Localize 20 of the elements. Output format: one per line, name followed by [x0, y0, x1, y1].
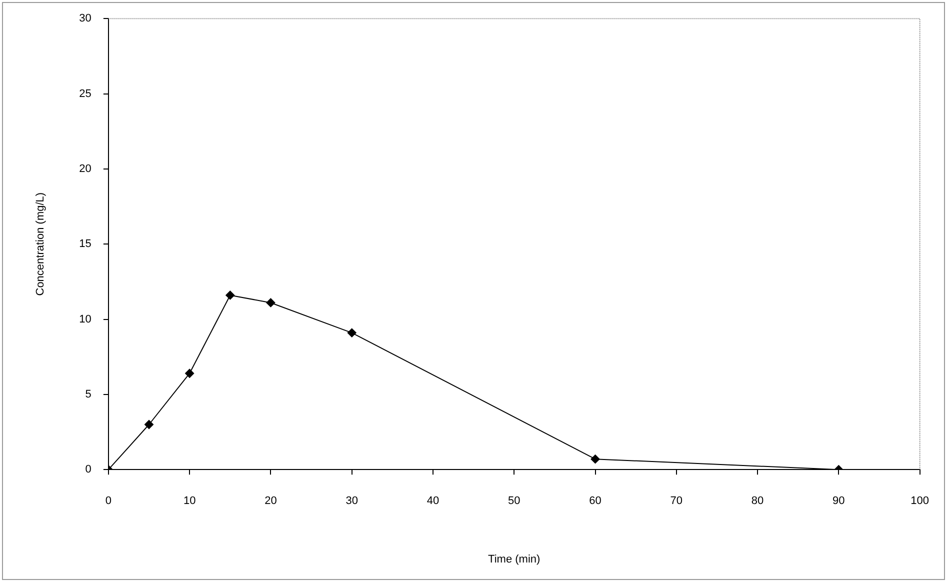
y-tick-label: 5 — [85, 388, 92, 400]
x-tick-label: 80 — [751, 495, 764, 508]
x-tick-label: 70 — [670, 495, 683, 508]
y-tick-label: 0 — [85, 464, 92, 476]
x-tick-label: 50 — [508, 495, 520, 508]
y-tick-label: 10 — [79, 313, 92, 326]
y-tick-label: 15 — [79, 238, 92, 250]
x-tick-label: 60 — [589, 495, 602, 508]
x-tick-label: 20 — [264, 495, 277, 508]
x-tick-label: 0 — [105, 495, 112, 508]
x-tick-label: 90 — [832, 495, 845, 508]
x-tick-label: 30 — [346, 495, 358, 508]
x-tick-label: 100 — [910, 495, 930, 508]
y-tick-label: 30 — [79, 12, 92, 25]
y-tick-label: 20 — [79, 162, 92, 175]
x-axis-title: Time (min) — [488, 553, 540, 566]
x-tick-label: 10 — [183, 495, 196, 508]
y-axis-title: Concentration (mg/L) — [34, 192, 47, 296]
x-tick-label: 40 — [426, 495, 440, 508]
y-tick-label: 25 — [79, 88, 92, 100]
